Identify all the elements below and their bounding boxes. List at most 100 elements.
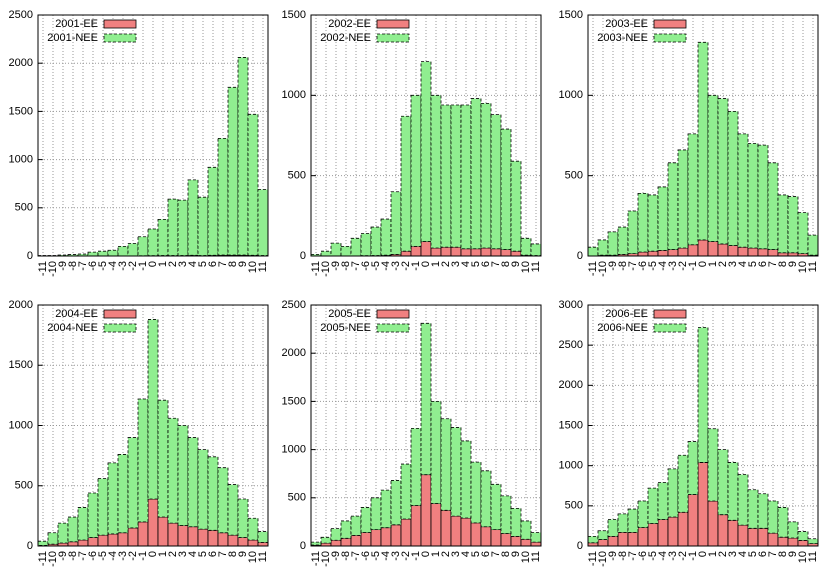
- x-tick-label: 0: [420, 261, 432, 267]
- x-tick-label: -2: [677, 551, 689, 561]
- x-tick-label: 8: [777, 261, 789, 267]
- x-tick-label: 2: [440, 551, 452, 557]
- bar: [727, 245, 739, 257]
- bar: [510, 160, 522, 252]
- y-tick-label: 500: [288, 170, 306, 182]
- bar: [257, 531, 269, 543]
- bar: [187, 526, 199, 547]
- x-tick-label: -4: [107, 261, 119, 271]
- bar: [737, 474, 749, 526]
- x-tick-label: -8: [340, 261, 352, 271]
- bar: [627, 210, 639, 254]
- x-tick-label: 1: [430, 551, 442, 557]
- bar: [177, 425, 189, 526]
- bar: [530, 243, 542, 256]
- bar: [637, 192, 649, 253]
- bar: [400, 115, 412, 252]
- x-tick-label: -8: [67, 261, 79, 271]
- bar: [320, 250, 332, 257]
- x-tick-label: -6: [637, 551, 649, 561]
- y-tick-label: 500: [15, 202, 33, 214]
- bar: [117, 245, 129, 257]
- bar: [480, 247, 492, 257]
- panel: 0500100015002000-11-10-9-8-7-6-5-4-3-2-1…: [9, 299, 269, 567]
- bar: [717, 449, 729, 516]
- x-tick-label: -2: [400, 261, 412, 271]
- bar: [350, 515, 362, 536]
- x-tick-label: -4: [107, 551, 119, 561]
- bar: [247, 517, 259, 541]
- x-tick-label: -9: [57, 551, 69, 561]
- bar: [177, 199, 189, 256]
- bar: [257, 189, 269, 256]
- bar: [767, 249, 779, 257]
- x-tick-label: -4: [380, 261, 392, 271]
- legend-label: 2002-NEE: [320, 32, 371, 44]
- x-tick-label: -2: [400, 551, 412, 561]
- bar: [460, 104, 472, 250]
- x-tick-label: 5: [197, 551, 209, 557]
- x-tick-label: -3: [667, 261, 679, 271]
- bar: [217, 137, 229, 256]
- bar: [677, 149, 689, 249]
- bar: [470, 248, 482, 257]
- bar: [767, 532, 779, 547]
- y-tick-label: 1500: [282, 395, 306, 407]
- x-tick-label: 6: [480, 551, 492, 557]
- legend-swatch: [103, 323, 137, 333]
- bar: [470, 98, 482, 250]
- bar: [247, 539, 259, 547]
- bar: [510, 535, 522, 547]
- bar: [137, 236, 149, 257]
- bar: [490, 529, 502, 547]
- bar: [677, 454, 689, 513]
- x-tick-label: -3: [667, 551, 679, 561]
- bar: [717, 98, 729, 245]
- bar: [687, 441, 699, 495]
- bar: [490, 248, 502, 257]
- bar: [757, 248, 769, 257]
- x-tick-label: -10: [47, 551, 59, 567]
- x-tick-label: 7: [767, 261, 779, 267]
- bar: [617, 226, 629, 255]
- bar: [87, 537, 99, 547]
- bar: [657, 186, 669, 251]
- bar: [747, 527, 759, 547]
- x-tick-label: -1: [410, 551, 422, 561]
- bar: [757, 144, 769, 250]
- y-tick-label: 0: [577, 250, 583, 262]
- x-tick-label: 8: [500, 551, 512, 557]
- x-tick-label: -7: [77, 551, 89, 561]
- bar: [330, 528, 342, 541]
- bar: [480, 102, 492, 249]
- bar: [657, 482, 669, 520]
- x-tick-label: -1: [137, 551, 149, 561]
- bar: [637, 500, 649, 528]
- x-tick-label: -2: [127, 551, 139, 561]
- bar: [340, 245, 352, 257]
- bar: [390, 191, 402, 255]
- legend-label: 2006-NEE: [597, 322, 648, 334]
- bar: [647, 194, 659, 252]
- bar: [77, 507, 89, 541]
- bar: [87, 492, 99, 538]
- bar: [380, 218, 392, 256]
- x-tick-label: 2: [717, 261, 729, 267]
- x-tick-label: 1: [707, 261, 719, 267]
- x-tick-label: -9: [607, 551, 619, 561]
- bar: [627, 531, 639, 547]
- x-tick-label: 11: [530, 551, 542, 562]
- bar: [450, 515, 462, 547]
- x-tick-label: -11: [310, 261, 322, 276]
- bar: [237, 57, 249, 256]
- bar: [187, 437, 199, 528]
- x-tick-label: 11: [807, 551, 819, 562]
- legend-label: 2002-EE: [328, 18, 371, 30]
- x-tick-label: 5: [470, 551, 482, 557]
- x-tick-label: 7: [490, 261, 502, 267]
- bar: [490, 483, 502, 531]
- bar: [147, 228, 159, 257]
- bar: [637, 527, 649, 547]
- bar: [410, 505, 422, 547]
- x-tick-label: 1: [707, 551, 719, 557]
